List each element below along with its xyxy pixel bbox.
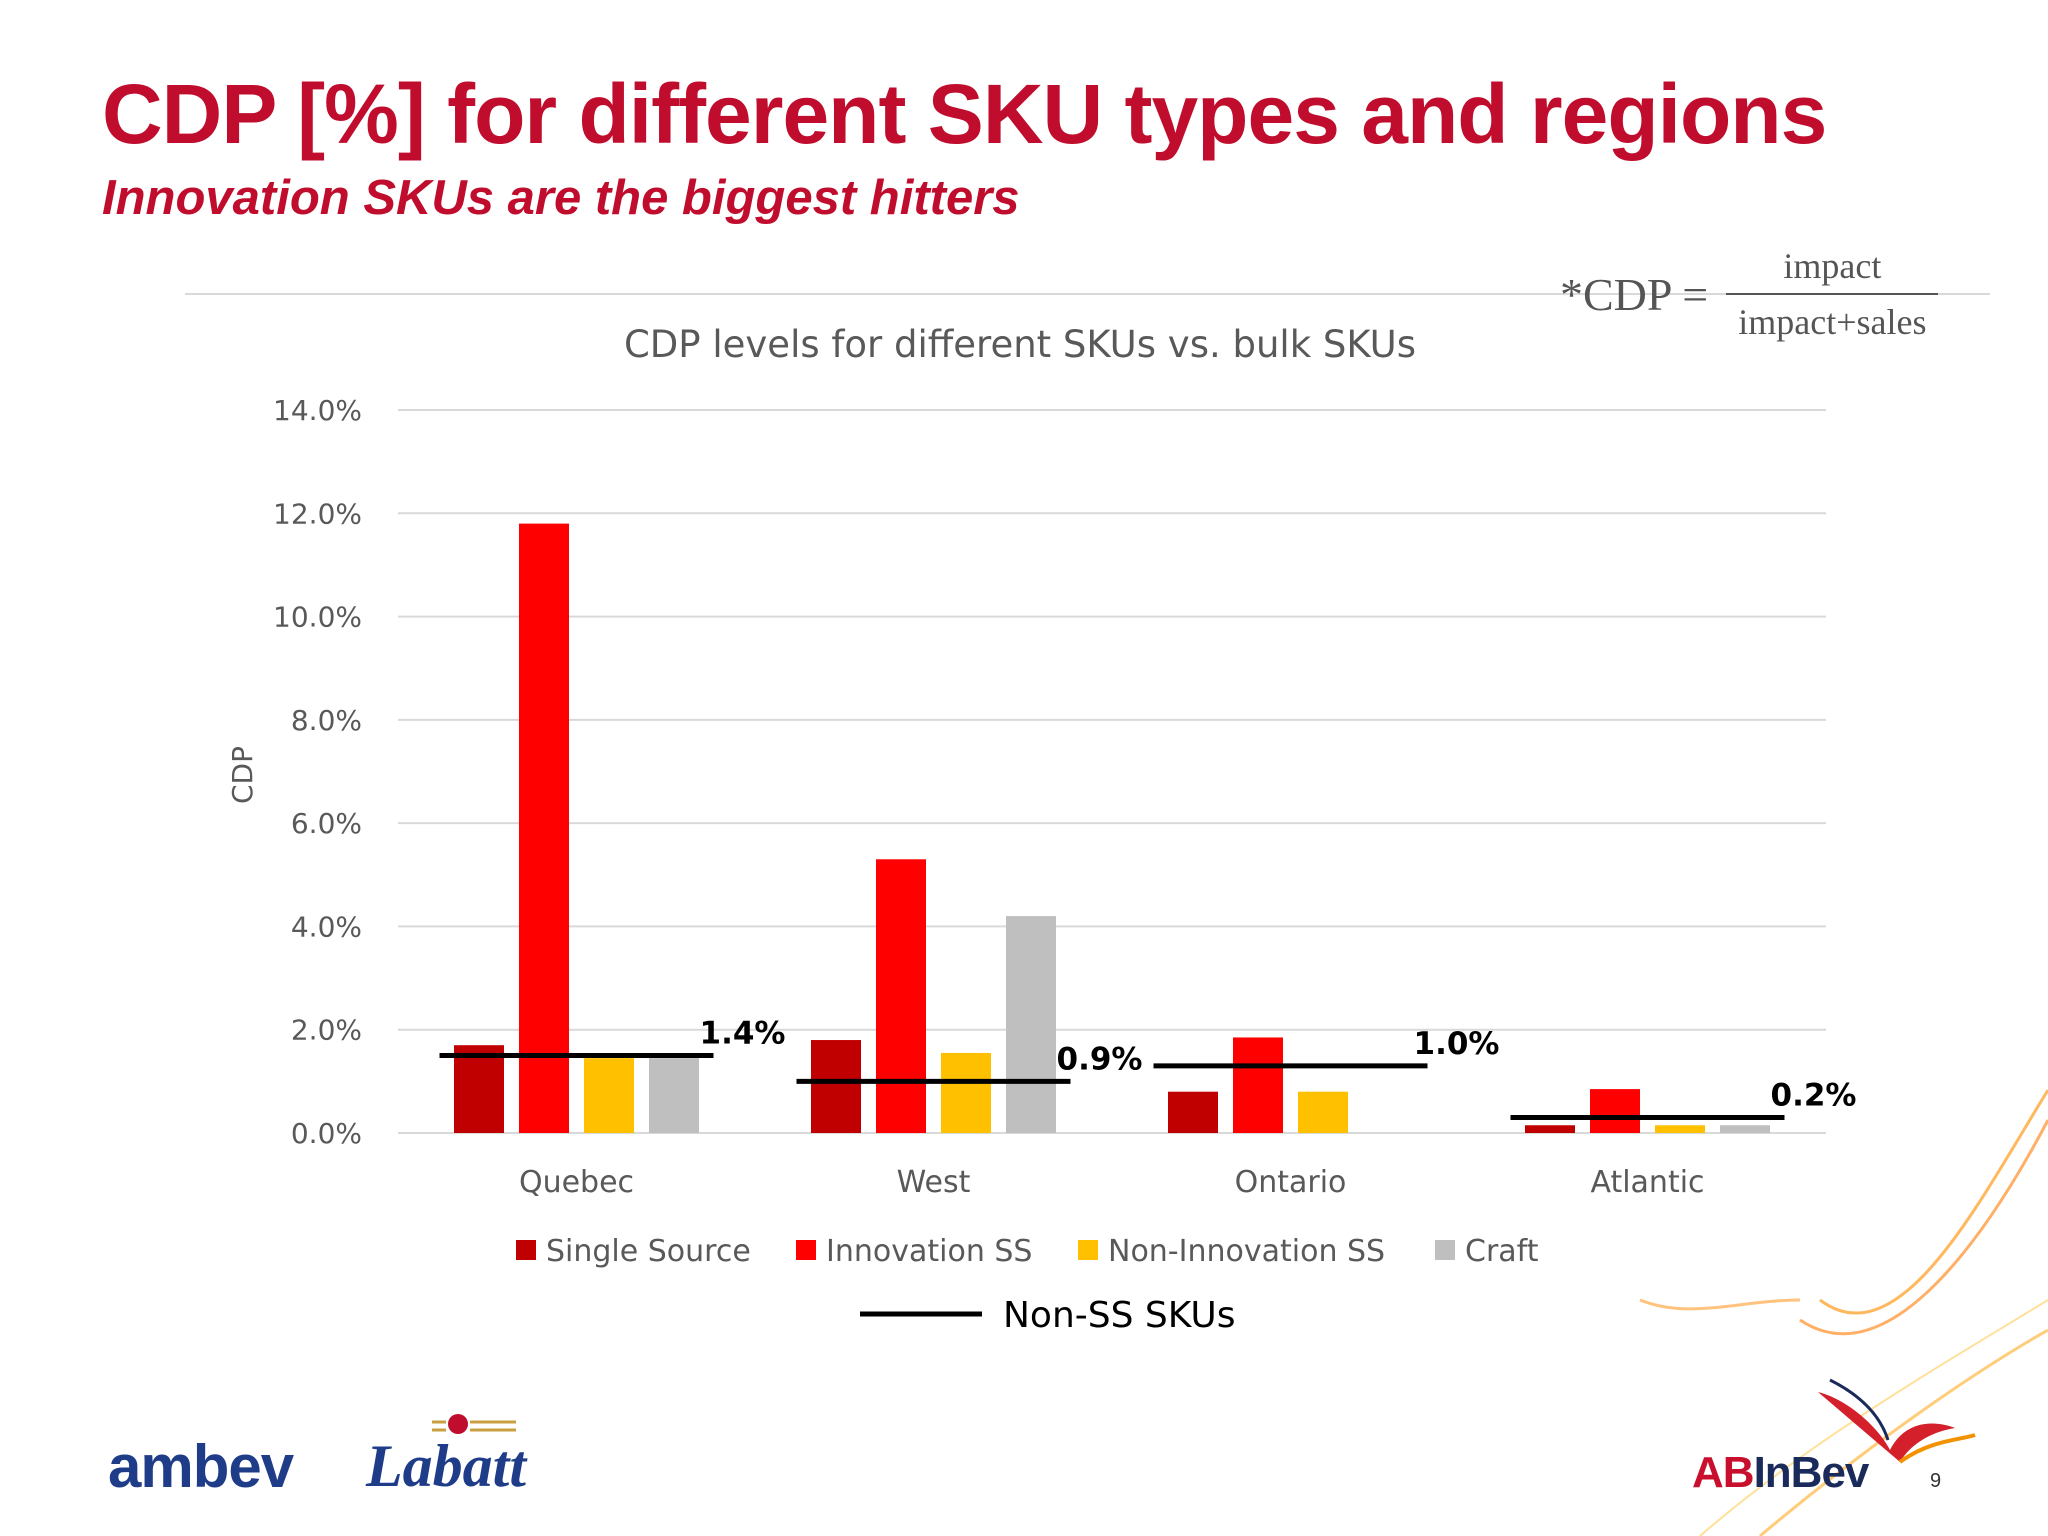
legend-label: Non-SS SKUs xyxy=(1003,1295,1236,1336)
formula-lhs: *CDP = xyxy=(1560,268,1709,320)
bar xyxy=(584,1058,634,1133)
bar xyxy=(519,523,569,1133)
bar xyxy=(1233,1037,1283,1133)
bar xyxy=(1525,1125,1575,1133)
legend-swatch xyxy=(796,1240,816,1260)
y-tick-label: 2.0% xyxy=(291,1014,362,1047)
abinbev-logo: ABInBev xyxy=(1692,1448,1870,1498)
legend-swatch xyxy=(516,1240,536,1260)
y-tick-label: 6.0% xyxy=(291,807,362,840)
legend-label: Single Source xyxy=(546,1234,751,1269)
bar xyxy=(941,1052,991,1133)
legend-swatch xyxy=(1078,1240,1098,1260)
bar xyxy=(811,1040,861,1133)
bar xyxy=(1298,1091,1348,1133)
slide-title: CDP [%] for different SKU types and regi… xyxy=(102,67,1827,161)
decorative-wave-graphic xyxy=(1639,1089,2048,1536)
y-tick-label: 10.0% xyxy=(273,601,362,634)
y-tick-label: 4.0% xyxy=(291,910,362,943)
y-tick-label: 0.0% xyxy=(291,1117,362,1150)
bar xyxy=(454,1045,504,1133)
abinbev-logo-ab: AB xyxy=(1692,1448,1755,1497)
bar xyxy=(649,1058,699,1133)
abinbev-eagle-icon xyxy=(1818,1378,1976,1464)
legend-swatch xyxy=(1435,1240,1455,1260)
non-ss-data-label: 1.4% xyxy=(700,1016,786,1052)
y-tick-label: 12.0% xyxy=(273,497,362,530)
x-tick-label: Quebec xyxy=(519,1165,634,1200)
slide-subtitle: Innovation SKUs are the biggest hitters xyxy=(102,171,1020,225)
ambev-logo: ambev xyxy=(108,1433,294,1500)
non-ss-data-label: 0.2% xyxy=(1771,1078,1857,1114)
bar xyxy=(1590,1089,1640,1133)
bar xyxy=(1006,916,1056,1133)
formula-denominator: impact+sales xyxy=(1726,293,1939,343)
legend-label: Non-Innovation SS xyxy=(1108,1234,1385,1269)
x-tick-label: West xyxy=(897,1165,971,1200)
page-number: 9 xyxy=(1930,1470,1942,1492)
cdp-formula: *CDP = impact impact+sales xyxy=(1560,245,1939,343)
legend-label: Craft xyxy=(1465,1234,1539,1269)
bar xyxy=(876,859,926,1133)
y-tick-label: 8.0% xyxy=(291,704,362,737)
x-tick-label: Ontario xyxy=(1235,1165,1347,1200)
x-tick-label: Atlantic xyxy=(1590,1165,1704,1200)
y-tick-label: 14.0% xyxy=(273,394,362,427)
legend-label: Innovation SS xyxy=(826,1234,1032,1269)
non-ss-data-label: 0.9% xyxy=(1057,1041,1143,1077)
y-axis-label: CDP xyxy=(226,746,259,804)
formula-fraction: impact impact+sales xyxy=(1726,245,1939,343)
bar xyxy=(1720,1125,1770,1133)
non-ss-data-label: 1.0% xyxy=(1414,1026,1500,1062)
chart-title: CDP levels for different SKUs vs. bulk S… xyxy=(624,323,1416,366)
formula-numerator: impact xyxy=(1783,246,1882,286)
bar xyxy=(1168,1091,1218,1133)
labatt-logo: Labatt xyxy=(366,1433,526,1499)
labatt-crest-icon xyxy=(432,1414,516,1434)
abinbev-logo-inbev: InBev xyxy=(1753,1448,1870,1497)
bar xyxy=(1655,1125,1705,1133)
